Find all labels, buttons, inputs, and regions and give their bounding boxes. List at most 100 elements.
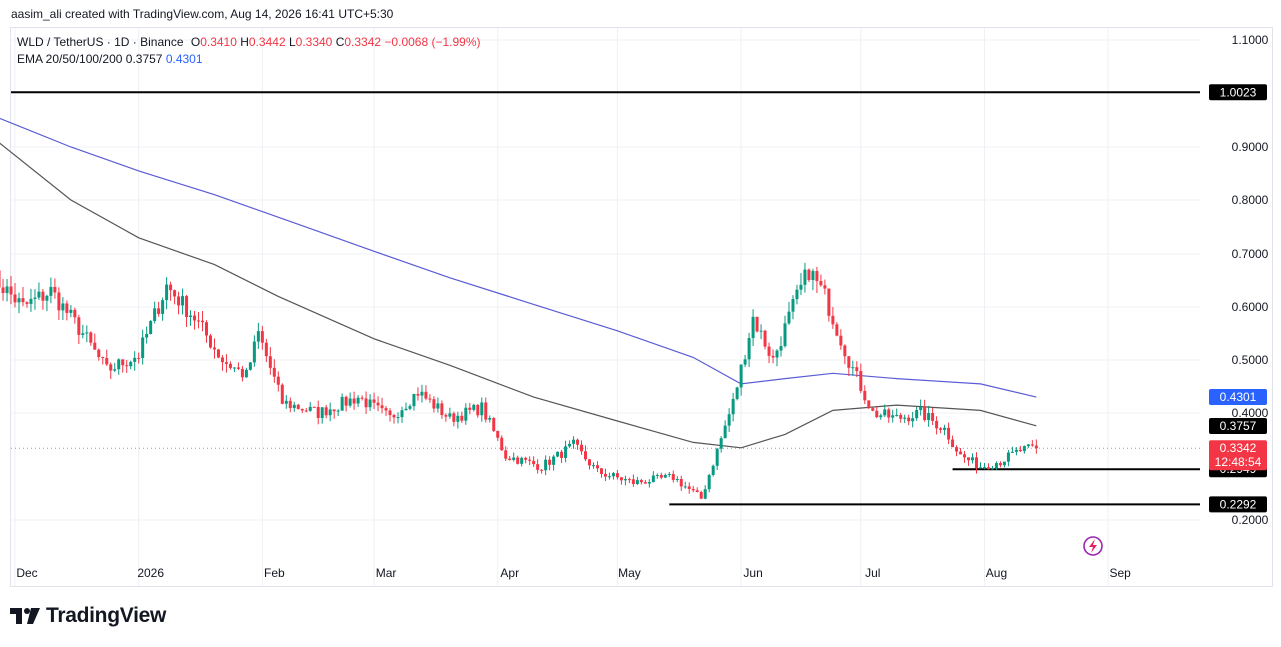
candle-body xyxy=(388,410,392,416)
candle-body xyxy=(847,356,851,368)
level-badge-bg xyxy=(1209,84,1267,101)
candle-body xyxy=(308,406,312,411)
lightning-icon-ring xyxy=(1083,536,1103,556)
candle-body xyxy=(205,322,209,336)
candle-body xyxy=(177,296,181,306)
candle-body xyxy=(404,408,408,411)
candle-body xyxy=(141,337,145,359)
candle-body xyxy=(560,451,564,458)
time-tick-label: Mar xyxy=(376,566,397,580)
candle-body xyxy=(719,438,723,449)
ema-line xyxy=(0,142,1037,449)
candle-body xyxy=(500,437,504,451)
candle-body xyxy=(659,474,663,478)
candle-body xyxy=(304,410,308,412)
candle-body xyxy=(1014,449,1018,452)
candle-body xyxy=(169,284,173,291)
candle-body xyxy=(416,393,420,396)
price-badge-bg xyxy=(1209,440,1267,471)
candle-body xyxy=(436,403,440,409)
candle-body xyxy=(240,368,244,378)
price-badge-bg xyxy=(1209,418,1267,435)
ema-label: EMA 20/50/100/200 xyxy=(17,52,123,66)
candle-body xyxy=(41,291,45,301)
lightning-icon[interactable] xyxy=(1083,536,1103,556)
candle-body xyxy=(974,457,978,469)
candle-body xyxy=(340,396,344,411)
chart-credit: aasim_ali created with TradingView.com, … xyxy=(11,7,394,21)
open-value: 0.3410 xyxy=(200,35,237,49)
time-tick-label: Dec xyxy=(16,566,37,580)
candle-body xyxy=(540,469,544,471)
candle-body xyxy=(13,294,17,303)
candle-body xyxy=(432,399,436,409)
candle-body xyxy=(384,408,388,411)
candle-body xyxy=(396,417,400,419)
candle-body xyxy=(939,428,943,430)
candle-body xyxy=(627,479,631,481)
candle-body xyxy=(759,330,763,332)
candle-body xyxy=(899,414,903,419)
candle-body xyxy=(420,391,424,396)
candle-body xyxy=(216,349,220,358)
candle-body xyxy=(675,478,679,480)
time-tick-label: Feb xyxy=(264,566,285,580)
candle-body xyxy=(181,296,185,306)
candle-body xyxy=(9,286,13,295)
candle-body xyxy=(372,399,376,403)
candle-body xyxy=(819,281,823,286)
candle-body xyxy=(703,489,707,499)
candle-body xyxy=(595,465,599,469)
close-value: 0.3342 xyxy=(344,35,382,49)
candle-body xyxy=(544,459,548,471)
lightning-icon-bolt xyxy=(1089,539,1097,553)
candle-body xyxy=(631,479,635,484)
tradingview-logo[interactable]: TradingView xyxy=(10,604,166,628)
candle-body xyxy=(496,430,500,438)
symbol-label: WLD / TetherUS · 1D · Binance xyxy=(17,35,184,49)
tradingview-logo-icon xyxy=(10,606,40,626)
low-label: L xyxy=(288,35,296,49)
candle-body xyxy=(747,338,751,360)
candle-body xyxy=(667,473,671,475)
candle-body xyxy=(516,457,520,464)
candle-body xyxy=(408,406,412,409)
time-tick-label: Sep xyxy=(1109,566,1131,580)
candle-body xyxy=(125,365,129,367)
time-tick-label: Aug xyxy=(986,566,1007,580)
time-axis: Dec 2026 Feb Mar Apr May Jun Jul Aug Sep xyxy=(16,566,1131,580)
candle-body xyxy=(476,404,480,416)
candle-body xyxy=(352,398,356,404)
candle-body xyxy=(591,465,595,467)
candle-body xyxy=(799,284,803,290)
candle-body xyxy=(0,270,1,288)
candle-body xyxy=(1022,446,1026,452)
candle-body xyxy=(93,342,97,350)
time-tick-label: May xyxy=(618,566,641,580)
price-tick-label: 0.8000 xyxy=(1232,193,1269,207)
candle-body xyxy=(998,463,1002,466)
candle-body xyxy=(699,492,703,499)
candle-body xyxy=(923,406,927,421)
candle-body xyxy=(324,407,328,416)
candle-body xyxy=(771,355,775,358)
candle-body xyxy=(643,482,647,484)
candle-body xyxy=(978,467,982,469)
candle-body xyxy=(452,413,456,422)
candle-body xyxy=(153,308,157,322)
price-badge-countdown: 12:48:54 xyxy=(1215,455,1262,469)
candle-body xyxy=(851,367,855,369)
candle-body xyxy=(683,486,687,488)
chart-grid xyxy=(11,28,1200,586)
candle-body xyxy=(376,402,380,406)
candle-body xyxy=(468,407,472,410)
candle-body xyxy=(855,367,859,372)
candle-body xyxy=(360,397,364,399)
candle-body xyxy=(296,404,300,410)
candle-body xyxy=(1,287,5,293)
candle-body xyxy=(739,364,743,388)
candle-body xyxy=(412,393,416,407)
candle-body xyxy=(268,356,272,368)
price-tick-label: 0.4000 xyxy=(1232,406,1269,420)
